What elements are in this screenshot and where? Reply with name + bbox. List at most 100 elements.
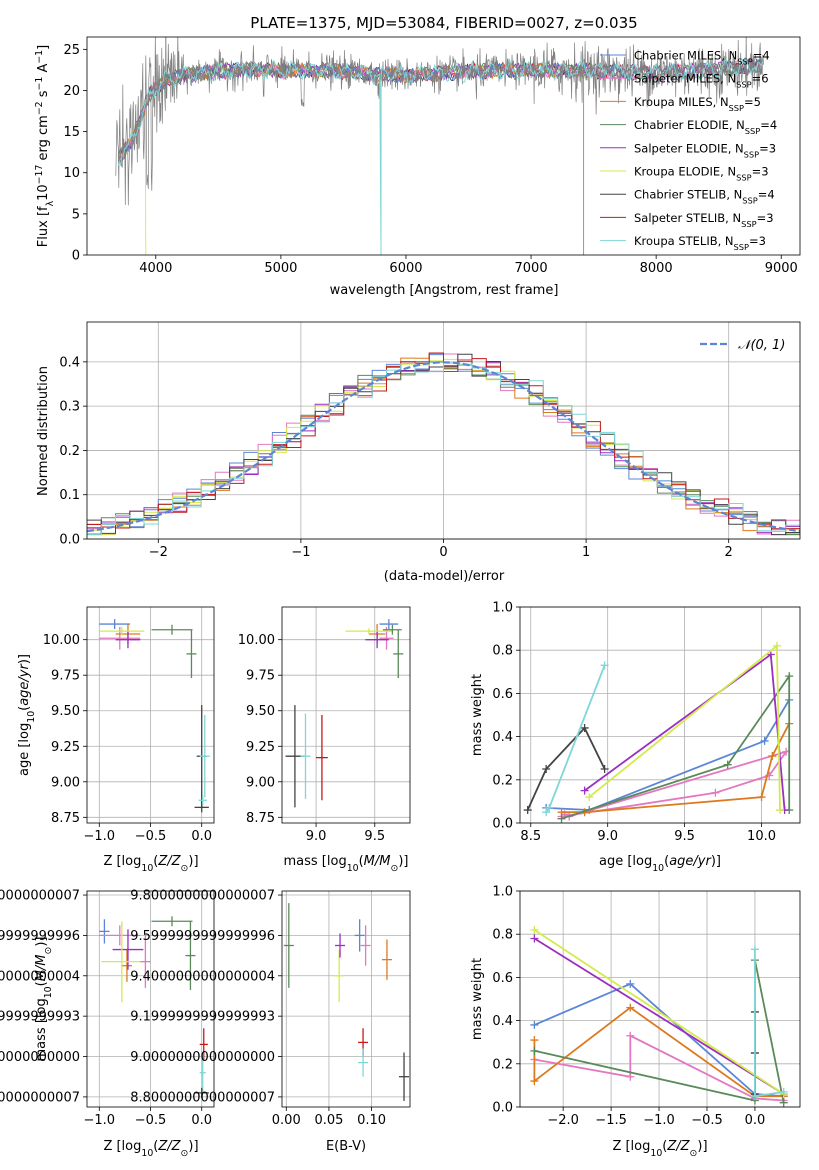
y-tick-label: 9.25	[246, 740, 275, 755]
x-tick-label: 8.5	[520, 829, 541, 844]
axes-frame	[281, 606, 411, 824]
weightZ-ylabel: mass weight	[470, 958, 485, 1040]
figure-title: PLATE=1375, MJD=53084, FIBERID=0027, z=0…	[250, 14, 637, 32]
spectrum-data-line	[115, 37, 765, 206]
x-tick-label: 8000	[640, 261, 673, 276]
legend-entry: Chabrier MILES, NSSP=4	[634, 49, 770, 67]
mass-weight-marker	[542, 765, 551, 773]
y-tick-label: 9.1999999999999993	[130, 1010, 275, 1025]
massEbv-plot-area	[283, 903, 410, 1101]
y-tick-label: 0.6	[492, 687, 513, 702]
y-tick-label: 1.0	[492, 885, 513, 900]
mass-weight-marker	[530, 1077, 539, 1086]
x-tick-label: 7000	[515, 261, 548, 276]
y-tick-label: 9.00	[51, 775, 80, 790]
spectrum-xlabel: wavelength [Angstrom, rest frame]	[330, 283, 559, 298]
mass-weight-marker	[626, 979, 635, 988]
x-tick-label: −1.0	[84, 829, 116, 844]
mass-weight-line	[526, 726, 606, 811]
x-tick-label: 4000	[139, 261, 172, 276]
x-tick-label: −1.5	[595, 1113, 627, 1128]
mass-weight-line	[754, 949, 784, 1098]
mass-weight-marker	[626, 1003, 635, 1012]
legend-entry: Chabrier ELODIE, NSSP=4	[634, 118, 777, 136]
hist-plot-area	[87, 352, 800, 536]
y-tick-label: 0.8	[492, 928, 513, 943]
x-tick-label: 9.0	[597, 829, 618, 844]
y-tick-label: 0.0	[59, 533, 80, 548]
spectrum-model-line-top	[117, 56, 763, 255]
weightAge-xlabel: age [log10(age/yr)]	[599, 854, 721, 874]
y-tick-label: 9.4000000000000004	[130, 969, 275, 984]
mass-weight-marker	[626, 1072, 635, 1081]
y-tick-label: 9.50	[246, 704, 275, 719]
massZ-plot-area	[99, 916, 209, 1098]
hist-xlabel: (data-model)/error	[384, 569, 505, 584]
mass-weight-marker	[585, 793, 594, 802]
mass-weight-marker	[530, 1046, 539, 1055]
axes-frame	[519, 606, 801, 824]
x-tick-label: −2.0	[547, 1113, 579, 1128]
spectrum-legend: Chabrier MILES, NSSP=4 Salpeter MILES, NS…	[600, 49, 777, 252]
mass-weight-marker	[711, 788, 720, 797]
legend-entry: 𝒩(0, 1)	[738, 338, 785, 353]
mass-weight-marker	[523, 806, 532, 815]
x-tick-label: −0.5	[691, 1113, 723, 1128]
mass-weight-line	[533, 929, 785, 1095]
y-tick-label: 0.8	[492, 644, 513, 659]
y-tick-label: 9.50	[51, 704, 80, 719]
y-tick-label: 0.3	[59, 400, 80, 415]
y-tick-label: 9.1999999999999993	[0, 1010, 80, 1025]
y-tick-label: 9.25	[51, 740, 80, 755]
y-tick-label: 20	[63, 84, 80, 99]
histogram-step	[87, 352, 800, 530]
x-tick-label: −0.5	[135, 1113, 167, 1128]
mass-weight-marker	[530, 1036, 539, 1045]
massEbv-xlabel: E(B-V)	[326, 1139, 366, 1154]
axes-frame	[281, 890, 411, 1108]
ageZ-axes: −1.0 −0.5 0.0 8.75 9.00 9.25 9.50 9.75 10.00	[43, 606, 215, 844]
x-tick-label: 0.0	[745, 1113, 766, 1128]
y-tick-label: 8.75	[246, 811, 275, 826]
y-tick-label: 0.4	[492, 730, 513, 745]
y-tick-label: 9.75	[51, 669, 80, 684]
y-tick-label: 9.00	[246, 775, 275, 790]
y-tick-label: 9.0000000000000000	[130, 1050, 275, 1065]
mass-weight-marker	[776, 806, 784, 815]
y-tick-label: 25	[63, 43, 80, 58]
x-tick-label: 0	[439, 545, 447, 560]
mass-weight-marker	[723, 760, 732, 769]
massZ-xlabel: Z [log10(Z/Z⊙)]	[103, 1139, 198, 1159]
spectrum-plot-area	[115, 37, 765, 255]
legend-entry: Salpeter ELODIE, NSSP=3	[634, 141, 776, 159]
ageMass-axes: 9.0 9.5 8.75 9.00 9.25 9.50 9.75 10.00	[238, 606, 411, 844]
x-tick-label: −1.0	[84, 1113, 116, 1128]
y-tick-label: 9.5999999999999996	[130, 929, 275, 944]
legend-entry: Kroupa STELIB, NSSP=3	[634, 234, 766, 252]
mass-weight-marker	[542, 808, 551, 817]
y-tick-label: 8.75	[51, 811, 80, 826]
mass-weight-marker	[580, 723, 589, 732]
y-tick-label: 9.0000000000000000	[0, 1050, 80, 1065]
mass-weight-marker	[600, 661, 609, 670]
x-tick-label: 0.0	[191, 829, 212, 844]
ageZ-plot-area	[99, 619, 210, 813]
y-tick-label: 10.00	[238, 633, 275, 648]
y-tick-label: 1.0	[492, 601, 513, 616]
x-tick-label: 10.0	[747, 829, 776, 844]
mass-weight-marker	[779, 1098, 788, 1107]
y-tick-label: 10	[63, 166, 80, 181]
axes-frame	[519, 890, 801, 1108]
ageZ-xlabel: Z [log10(Z/Z⊙)]	[103, 854, 198, 874]
mass-weight-marker	[557, 814, 566, 823]
y-tick-label: 9.5999999999999996	[0, 929, 80, 944]
y-tick-label: 0.2	[492, 773, 513, 788]
x-tick-label: 0.00	[272, 1113, 301, 1128]
legend-entry: Salpeter MILES, NSSP=6	[634, 72, 769, 90]
weightZ-axes: −2.0 −1.5 −1.0 −0.5 0.0 0.0 0.2 0.4 0.6 0.8 1.0	[492, 885, 801, 1128]
mass-weight-marker	[772, 641, 781, 650]
x-tick-label: 5000	[264, 261, 297, 276]
y-tick-label: 8.8000000000000007	[130, 1090, 275, 1105]
x-tick-label: 1	[582, 545, 590, 560]
y-tick-label: 15	[63, 125, 80, 140]
